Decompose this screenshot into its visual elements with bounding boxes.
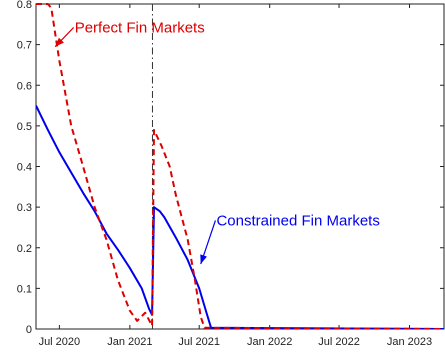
- x-tick-label: Jul 2021: [178, 336, 220, 348]
- y-tick-label: 0.7: [17, 40, 32, 52]
- constrained-markets-label: Constrained Fin Markets: [216, 212, 379, 229]
- plot-area: [35, 3, 445, 330]
- annotation-arrow-head: [55, 37, 64, 47]
- series-layer: [36, 3, 444, 329]
- perfect-markets-label: Perfect Fin Markets: [75, 19, 205, 36]
- y-tick-label: 0.4: [17, 162, 32, 174]
- annotation-layer: Perfect Fin Markets Constrained Fin Marke…: [54, 19, 380, 265]
- perfect-markets-line: [36, 3, 444, 329]
- y-tick-label: 0.6: [17, 80, 32, 92]
- y-tick-label: 0.3: [17, 202, 32, 214]
- y-tick-label: 0.2: [17, 243, 32, 255]
- y-tick-label: 0.8: [17, 0, 32, 11]
- annotation-arrow-head: [200, 254, 207, 264]
- x-tick-label: Jan 2023: [387, 336, 432, 348]
- x-tick-label: Jul 2020: [39, 336, 81, 348]
- x-axis: Jul 2020 Jan 2021 Jul 2021 Jan 2022 Jul 2022…: [39, 4, 432, 348]
- y-tick-label: 0.5: [17, 121, 32, 133]
- y-tick-label: 0: [26, 324, 32, 336]
- y-axis: 0 0.1 0.2 0.3 0.4 0.5 0.6 0.7 0.8: [17, 0, 444, 336]
- x-tick-label: Jan 2022: [247, 336, 292, 348]
- y-tick-label: 0.1: [17, 283, 32, 295]
- x-tick-label: Jan 2021: [107, 336, 152, 348]
- x-tick-label: Jul 2022: [318, 336, 360, 348]
